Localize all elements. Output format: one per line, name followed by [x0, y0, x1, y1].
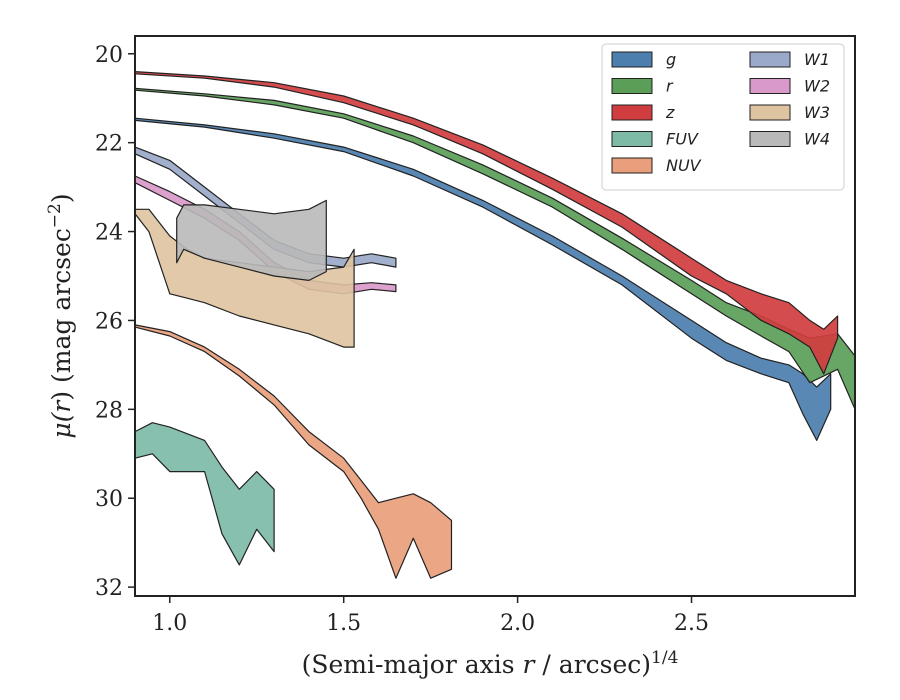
y-axis-title-italic: r: [47, 399, 76, 413]
legend-label-w3: W3: [804, 103, 830, 122]
legend-label-z: z: [665, 103, 675, 122]
x-tick-label: 1.0: [152, 611, 187, 636]
legend-swatch-fuv: [611, 131, 653, 147]
legend-label-w1: W1: [804, 50, 830, 69]
y-tick-label: 22: [95, 132, 123, 157]
band-z: [134, 70, 839, 375]
legend-label-w2: W2: [804, 77, 830, 96]
x-tick-label: 1.5: [326, 611, 361, 636]
y-axis-title-close: ): [47, 193, 76, 203]
legend-swatch-w4: [749, 131, 791, 147]
x-axis-title-part: / arcsec): [534, 650, 651, 679]
y-tick-label: 26: [95, 309, 123, 334]
x-axis-ticks: 1.0 1.5 2.0 2.5: [152, 596, 709, 636]
legend-swatch-r: [611, 78, 653, 94]
y-axis-ticks: 20 22 24 26 28 30 32: [95, 43, 135, 601]
legend-label-fuv: FUV: [666, 130, 699, 149]
band-fuv: [134, 422, 275, 566]
x-tick-label: 2.0: [500, 611, 535, 636]
data-bands: [134, 70, 856, 579]
y-tick-label: 32: [95, 576, 123, 601]
x-axis-title-text: (Semi-major axis r / arcsec): [302, 650, 651, 679]
band-w4: [176, 199, 327, 281]
x-axis-title-exponent: 1/4: [651, 648, 678, 668]
band-nuv: [134, 324, 453, 579]
y-axis-title: μ(r) (mag arcsec−2): [45, 193, 76, 438]
band-g: [134, 117, 832, 441]
y-tick-label: 20: [95, 43, 123, 68]
x-axis-title-part: (Semi-major axis: [302, 650, 523, 679]
legend-swatch-g: [611, 51, 653, 68]
x-tick-label: 2.5: [674, 611, 709, 636]
y-axis-title-prefix: μ(: [47, 411, 76, 438]
legend: grz FUV NUV W1 W2 W3 W4: [601, 43, 845, 191]
y-axis-title-suffix: ) (mag arcsec: [47, 228, 76, 401]
legend-swatch-w3: [749, 104, 791, 121]
legend-swatch-nuv: [611, 157, 653, 174]
legend-label-w4: W4: [804, 130, 830, 149]
legend-label-g: g: [666, 50, 676, 69]
y-tick-label: 30: [95, 487, 123, 512]
legend-label-r: r: [666, 77, 674, 96]
y-tick-label: 28: [95, 398, 123, 423]
x-axis-title: (Semi-major axis r / arcsec)1/4: [302, 648, 679, 679]
legend-label-nuv: NUV: [666, 156, 702, 175]
plot-frame: [134, 35, 856, 597]
y-axis-title-exponent: −2: [45, 203, 65, 228]
legend-swatch-w2: [749, 78, 791, 94]
legend-swatch-w1: [749, 51, 791, 68]
x-axis-title-variable: r: [523, 650, 537, 679]
legend-swatch-z: [611, 104, 653, 121]
y-tick-label: 24: [95, 221, 123, 246]
